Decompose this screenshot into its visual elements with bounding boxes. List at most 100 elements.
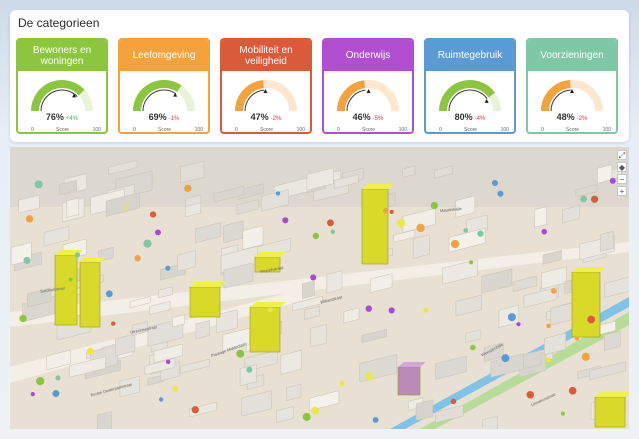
score-value: 47% -2% — [222, 112, 310, 122]
poi-marker — [365, 305, 372, 312]
category-card[interactable]: Leefomgeving 69% -1% 0 Score 100 — [118, 38, 210, 134]
poi-marker — [450, 398, 457, 405]
map-3d-view[interactable]: ⤢ ◆ − + Utrechtsestraat Plantage Middenl… — [10, 147, 629, 429]
building-block — [343, 307, 360, 324]
building-block — [465, 329, 482, 343]
gauge-min-label: 0 — [31, 127, 34, 133]
poi-marker — [382, 208, 389, 214]
poi-marker — [111, 321, 116, 326]
building-roof — [362, 184, 394, 189]
poi-marker — [267, 307, 273, 313]
building-block — [292, 295, 323, 312]
poi-marker — [158, 397, 164, 402]
building-block — [114, 333, 136, 357]
building-block — [195, 320, 210, 340]
score-percent: 69% — [148, 112, 167, 122]
poi-marker — [545, 357, 551, 363]
score-change: -1% — [168, 116, 180, 122]
poi-marker — [477, 230, 484, 237]
building-block — [158, 286, 173, 299]
building-block — [434, 165, 453, 179]
building-block — [310, 324, 327, 348]
zoom-out-button[interactable]: − — [617, 174, 627, 184]
poi-marker — [491, 179, 499, 187]
building-block — [482, 415, 498, 429]
building-block — [180, 160, 205, 184]
category-card[interactable]: Onderwijs 46% -5% 0 Score 100 — [322, 38, 414, 134]
building-block — [544, 332, 566, 356]
poi-marker — [463, 228, 469, 233]
building-block — [361, 329, 387, 344]
building-block — [604, 330, 621, 351]
score-gauge: 46% -5% 0 Score 100 — [324, 71, 412, 132]
highlighted-building — [397, 366, 421, 396]
gauge-inner-line — [550, 89, 571, 112]
building-block — [303, 305, 320, 320]
building-block — [69, 356, 106, 378]
building-block — [599, 230, 614, 252]
highlighted-building — [79, 261, 101, 328]
score-gauge: 48% -2% 0 Score 100 — [528, 71, 616, 132]
building-block — [333, 174, 359, 189]
category-card[interactable]: Ruimtegebruik 80% -4% 0 Score 100 — [424, 38, 516, 134]
building-roof — [595, 392, 629, 397]
building-block — [239, 364, 257, 387]
gauge-score-label: Score — [56, 127, 70, 133]
poi-marker — [172, 385, 179, 392]
building-block — [286, 383, 302, 402]
category-card[interactable]: Bewoners en woningen 76% +4% 0 Score 100 — [16, 38, 108, 134]
highlighted-building — [571, 271, 601, 338]
poi-marker — [609, 177, 616, 184]
poi-marker — [149, 211, 157, 218]
building-block — [534, 206, 547, 228]
building-block — [177, 250, 196, 272]
category-title: Mobiliteit en veiligheid — [222, 40, 310, 71]
building-block — [402, 208, 436, 233]
poi-marker — [388, 307, 395, 314]
compass-button[interactable]: ◆ — [617, 162, 627, 172]
score-percent: 48% — [556, 112, 575, 122]
poi-marker — [30, 392, 35, 397]
building-block — [575, 184, 598, 198]
building-block — [213, 185, 245, 203]
building-block — [302, 280, 315, 299]
building-block — [108, 159, 138, 175]
gauge-fill — [235, 80, 265, 112]
poi-marker — [312, 232, 320, 240]
panel-title: De categorieen — [18, 16, 100, 30]
poi-marker — [191, 406, 199, 414]
poi-marker — [581, 352, 590, 361]
poi-marker — [396, 219, 406, 228]
building-block — [369, 273, 393, 293]
poi-marker — [580, 195, 587, 203]
building-block — [216, 309, 238, 334]
poi-marker — [68, 277, 73, 282]
category-card[interactable]: Voorzieningen 48% -2% 0 Score 100 — [526, 38, 618, 134]
building-block — [415, 399, 434, 421]
fullscreen-button[interactable]: ⤢ — [617, 150, 627, 160]
map-canvas[interactable] — [10, 147, 629, 429]
building-block — [309, 390, 340, 411]
score-change: -2% — [270, 116, 282, 122]
gauge-score-label: Score — [464, 127, 478, 133]
gauge-score-label: Score — [566, 127, 580, 133]
building-block — [46, 349, 71, 371]
poi-marker — [282, 217, 289, 224]
category-card[interactable]: Mobiliteit en veiligheid 47% -2% 0 Score 100 — [220, 38, 312, 134]
poi-marker — [165, 359, 171, 365]
previous-score-marker — [173, 92, 178, 97]
building-block — [523, 287, 557, 308]
score-change: -5% — [372, 116, 384, 122]
score-value: 80% -4% — [426, 112, 514, 122]
poi-marker — [19, 314, 27, 323]
score-value: 46% -5% — [324, 112, 412, 122]
poi-marker — [470, 344, 476, 351]
poi-marker — [311, 406, 320, 415]
building-block — [435, 404, 464, 424]
poi-marker — [526, 391, 535, 399]
poi-marker — [302, 412, 311, 421]
zoom-in-button[interactable]: + — [617, 186, 627, 196]
gauge-score-label: Score — [158, 127, 172, 133]
gauge-fill — [337, 80, 366, 112]
poi-marker — [23, 256, 31, 264]
